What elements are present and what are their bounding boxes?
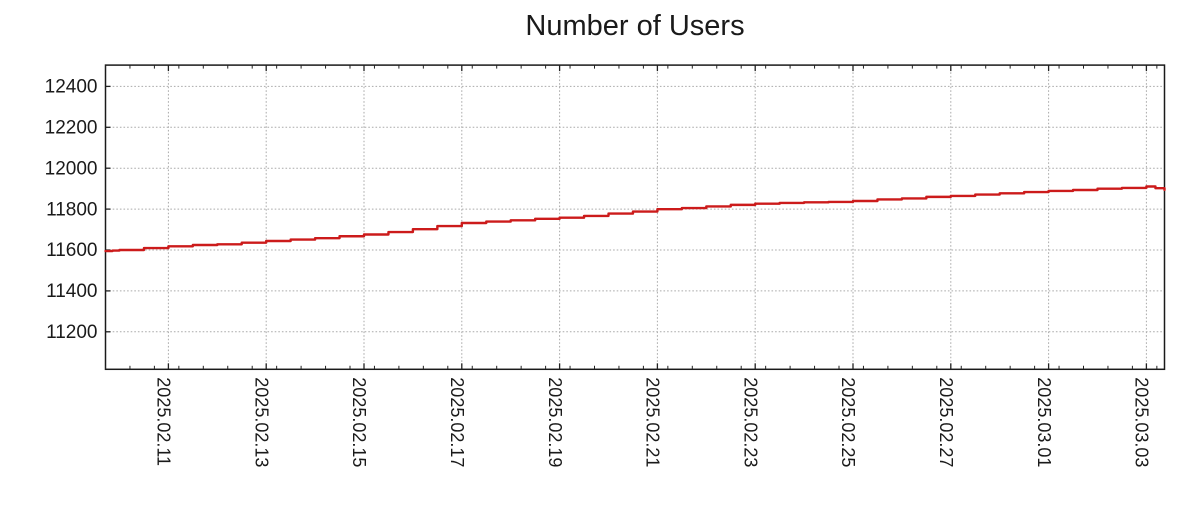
svg-text:2025.02.17: 2025.02.17	[447, 377, 467, 467]
svg-text:11200: 11200	[46, 322, 97, 343]
svg-text:2025.02.23: 2025.02.23	[740, 377, 760, 467]
svg-text:2025.02.11: 2025.02.11	[154, 377, 174, 466]
svg-text:11600: 11600	[46, 240, 97, 261]
svg-text:2025.02.21: 2025.02.21	[643, 377, 663, 467]
svg-text:12200: 12200	[45, 118, 98, 139]
svg-text:12400: 12400	[45, 77, 98, 98]
svg-text:12000: 12000	[45, 158, 98, 179]
svg-text:2025.02.19: 2025.02.19	[545, 377, 565, 467]
svg-text:2025.02.27: 2025.02.27	[936, 377, 956, 467]
svg-text:2025.02.25: 2025.02.25	[838, 377, 858, 467]
svg-text:11800: 11800	[46, 199, 97, 220]
svg-text:2025.03.03: 2025.03.03	[1132, 377, 1152, 467]
svg-text:11400: 11400	[46, 281, 97, 302]
svg-text:2025.02.13: 2025.02.13	[251, 377, 271, 467]
svg-text:2025.03.01: 2025.03.01	[1034, 377, 1054, 467]
svg-text:2025.02.15: 2025.02.15	[349, 377, 369, 467]
